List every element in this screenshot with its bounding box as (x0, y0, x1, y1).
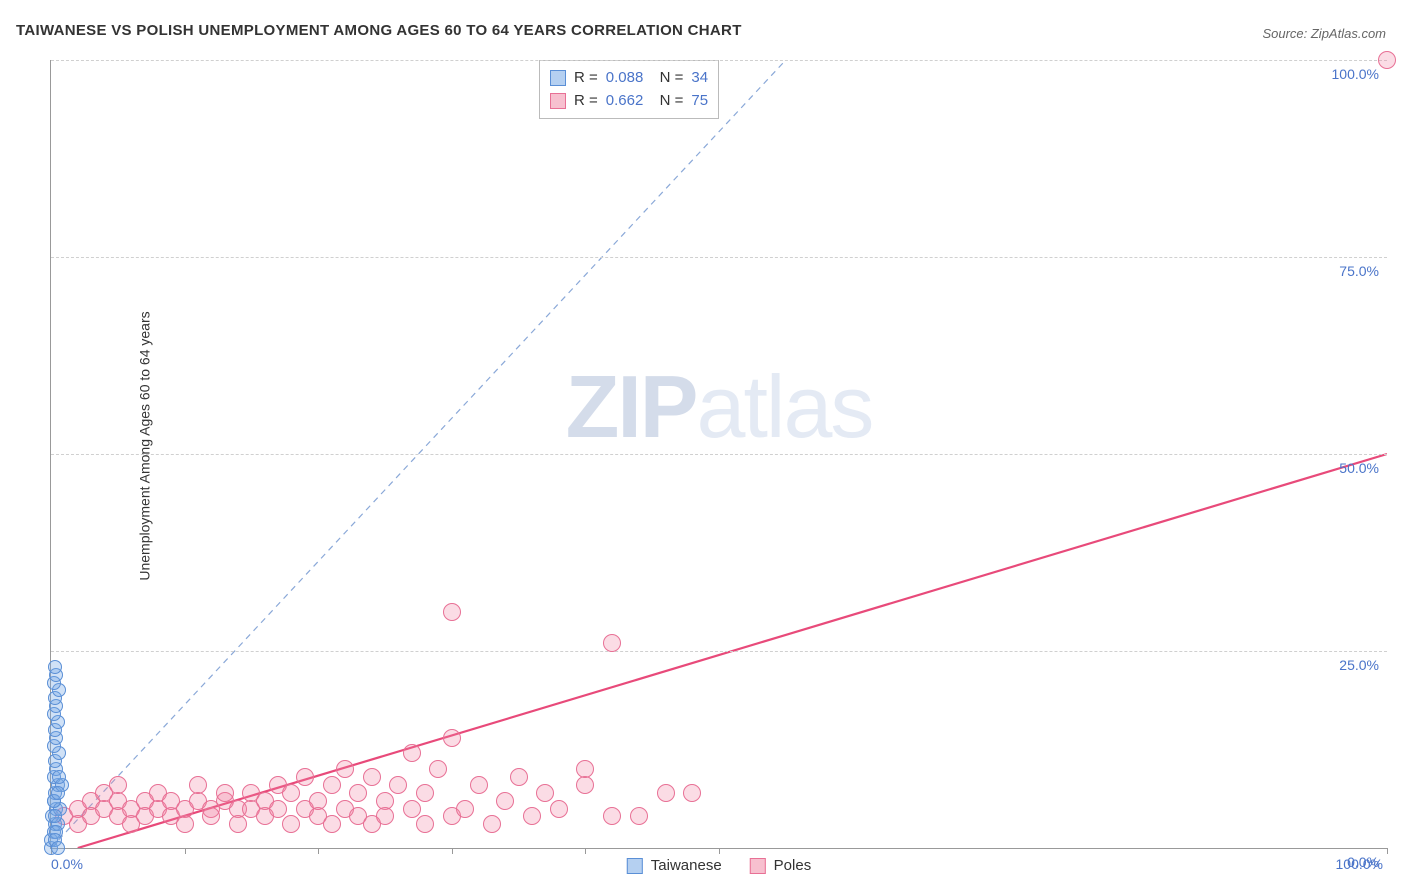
stat-label: R = (574, 67, 598, 90)
stats-row-taiwanese: R = 0.088 N = 34 (550, 67, 708, 90)
data-point (109, 776, 127, 794)
source-attribution: Source: ZipAtlas.com (1262, 26, 1386, 41)
stats-row-poles: R = 0.662 N = 75 (550, 90, 708, 113)
chart-title: TAIWANESE VS POLISH UNEMPLOYMENT AMONG A… (16, 22, 742, 39)
x-tick (452, 848, 453, 854)
gridline (51, 257, 1387, 258)
n-value: 34 (691, 67, 708, 90)
x-tick (185, 848, 186, 854)
data-point (349, 784, 367, 802)
data-point (603, 634, 621, 652)
chart-plot-area: ZIPatlas R = 0.088 N = 34 R = 0.662 N = … (50, 60, 1387, 849)
data-point (389, 776, 407, 794)
data-point (603, 807, 621, 825)
data-point (657, 784, 675, 802)
gridline (51, 651, 1387, 652)
data-point (52, 770, 66, 784)
data-point (483, 815, 501, 833)
x-tick-label: 0.0% (51, 856, 83, 872)
data-point (48, 660, 62, 674)
data-point (630, 807, 648, 825)
data-point (363, 768, 381, 786)
swatch-icon (550, 70, 566, 86)
data-point (403, 800, 421, 818)
data-point (496, 792, 514, 810)
x-tick (719, 848, 720, 854)
gridline (51, 454, 1387, 455)
data-point (683, 784, 701, 802)
data-point (403, 744, 421, 762)
data-point (456, 800, 474, 818)
x-tick (585, 848, 586, 854)
correlation-stats-box: R = 0.088 N = 34 R = 0.662 N = 75 (539, 60, 719, 119)
data-point (429, 760, 447, 778)
data-point (189, 776, 207, 794)
data-point (48, 809, 62, 823)
data-point (216, 784, 234, 802)
stat-label: N = (651, 67, 683, 90)
data-point (309, 792, 327, 810)
data-point (576, 760, 594, 778)
data-point (282, 784, 300, 802)
y-tick-label: 100.0% (1332, 66, 1379, 82)
data-point (336, 760, 354, 778)
data-point (510, 768, 528, 786)
data-point (536, 784, 554, 802)
y-tick-label: 75.0% (1339, 263, 1379, 279)
watermark: ZIPatlas (566, 356, 873, 458)
data-point (323, 815, 341, 833)
y-tick-label: 50.0% (1339, 460, 1379, 476)
r-value: 0.088 (606, 67, 644, 90)
data-point (416, 784, 434, 802)
data-point (443, 729, 461, 747)
data-point (470, 776, 488, 794)
data-point (523, 807, 541, 825)
r-value: 0.662 (606, 90, 644, 113)
data-point (229, 815, 247, 833)
y-tick-label: 0.0% (47, 854, 1379, 870)
y-tick-label: 25.0% (1339, 657, 1379, 673)
data-point (323, 776, 341, 794)
data-point (51, 841, 65, 855)
data-point (443, 603, 461, 621)
data-point (376, 807, 394, 825)
data-point (296, 768, 314, 786)
stat-label: R = (574, 90, 598, 113)
n-value: 75 (691, 90, 708, 113)
x-tick-label: 100.0% (1336, 856, 1383, 872)
data-point (176, 815, 194, 833)
data-point (550, 800, 568, 818)
data-point (269, 800, 287, 818)
data-point (202, 807, 220, 825)
data-point (51, 786, 65, 800)
x-tick (1387, 848, 1388, 854)
data-point (282, 815, 300, 833)
swatch-icon (550, 93, 566, 109)
gridline (51, 60, 1387, 61)
data-point (416, 815, 434, 833)
stat-label: N = (651, 90, 683, 113)
data-point (1378, 51, 1396, 69)
x-tick (318, 848, 319, 854)
data-point (576, 776, 594, 794)
